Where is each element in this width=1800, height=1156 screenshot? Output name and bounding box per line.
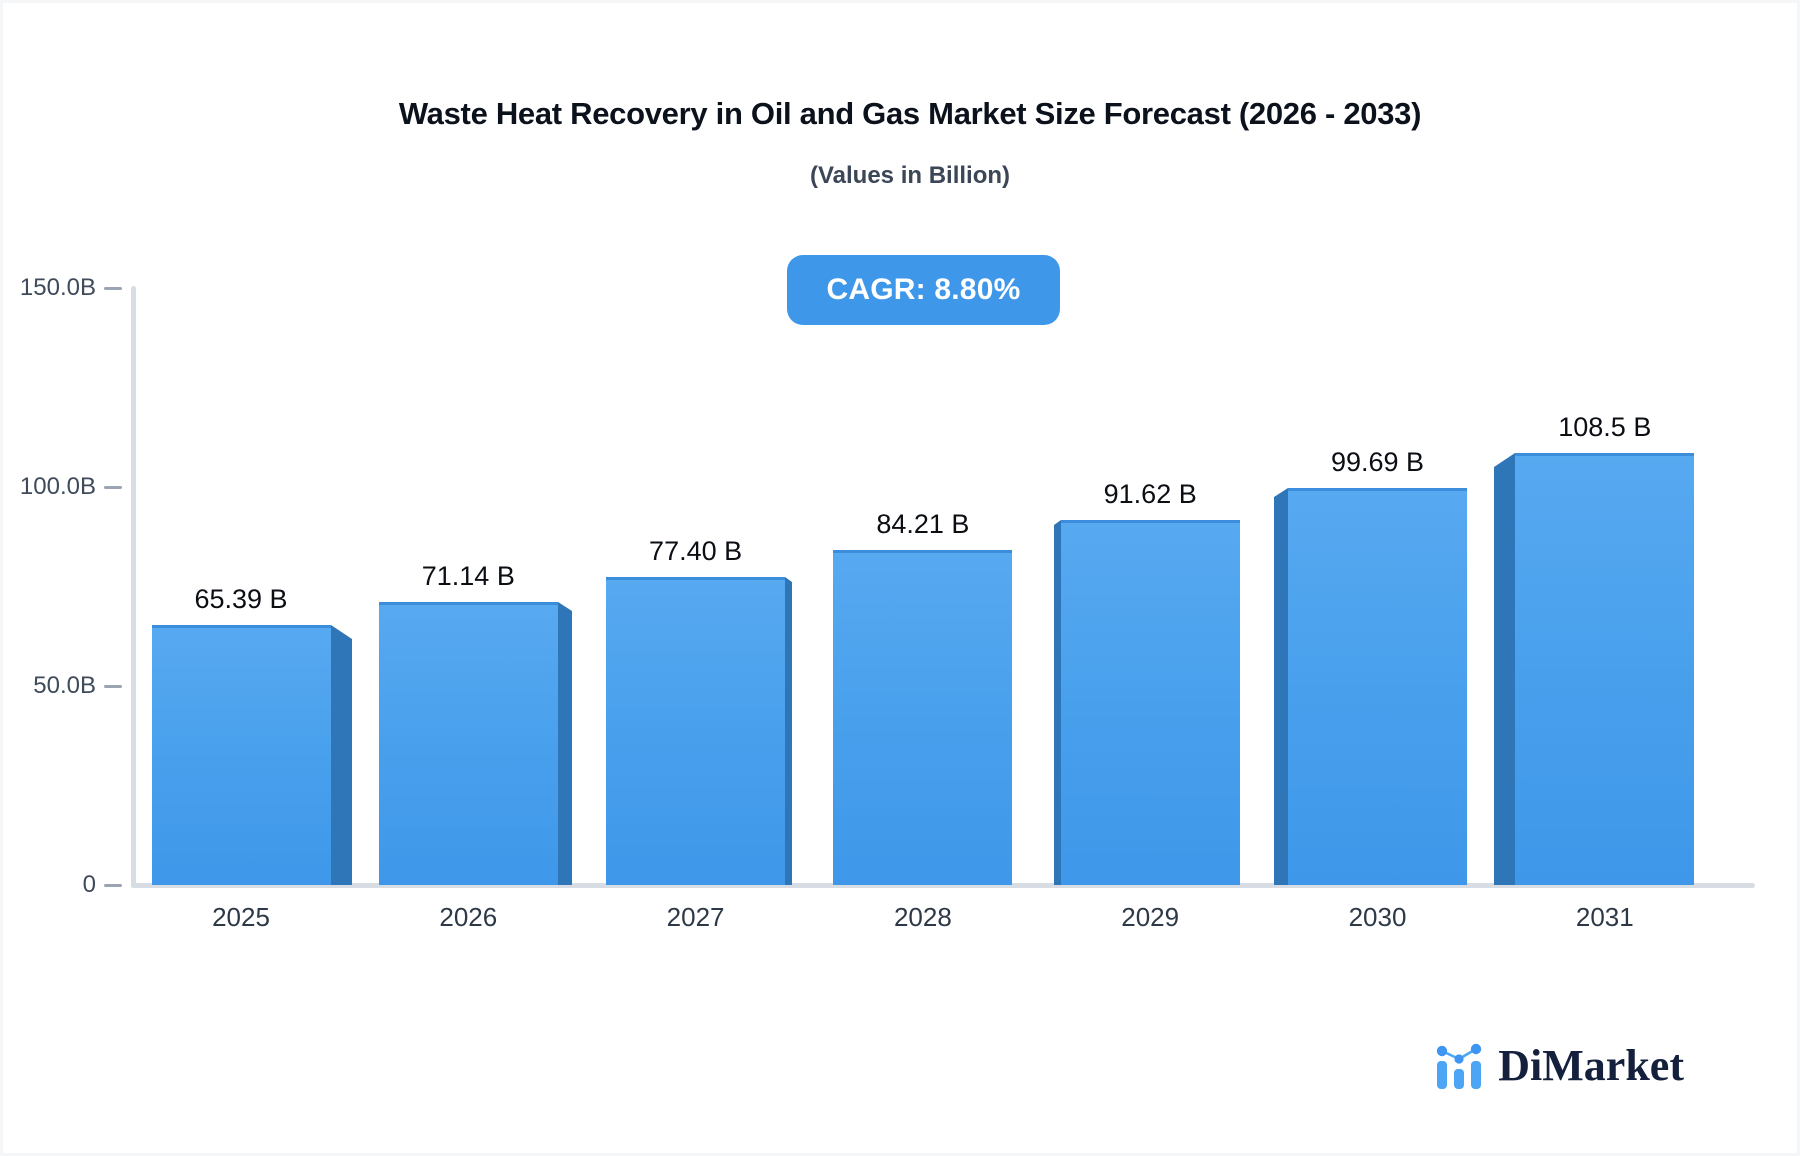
brand-logo: DiMarket (1435, 1040, 1684, 1092)
y-axis-line (131, 286, 136, 888)
y-axis-tick-mark (104, 287, 122, 290)
brand-chart-icon (1435, 1043, 1485, 1089)
y-axis-tick-label: 0 (82, 871, 96, 898)
bar-value-label-2030: 99.69 B (1330, 447, 1425, 477)
brand-name: DiMarket (1498, 1041, 1684, 1090)
x-axis-label-2029: 2029 (1121, 902, 1180, 932)
bar-2030 (1288, 488, 1467, 885)
bar-3d-side-2029 (1054, 520, 1061, 885)
x-axis-label-2030: 2030 (1348, 902, 1407, 932)
x-axis-label-2027: 2027 (666, 902, 725, 932)
y-axis-tick-label: 50.0B (33, 672, 96, 699)
bar-3d-side-2025 (331, 625, 352, 885)
bar-3d-side-2030 (1274, 488, 1288, 885)
bar-value-label-2029: 91.62 B (1103, 479, 1197, 509)
y-axis-tick-label: 100.0B (19, 473, 96, 500)
chart-subtitle: (Values in Billion) (809, 162, 1011, 189)
bar-3d-side-2027 (785, 577, 792, 885)
bar-2031 (1515, 453, 1694, 885)
x-axis-line (131, 883, 1755, 888)
bar-3d-side-2026 (558, 602, 572, 885)
bar-2029 (1061, 520, 1240, 885)
bar-2026 (379, 602, 558, 885)
y-axis-tick-label: 150.0B (19, 274, 96, 301)
bar-value-label-2028: 84.21 B (876, 509, 970, 539)
cagr-badge-label: CAGR: 8.80% (826, 273, 1021, 306)
bar-value-label-2031: 108.5 B (1558, 412, 1652, 442)
bar-3d-side-2031 (1494, 453, 1515, 885)
bar-2025 (152, 625, 331, 885)
x-axis-label-2026: 2026 (439, 902, 498, 932)
bar-value-label-2027: 77.40 B (649, 536, 743, 566)
bar-2027 (606, 577, 785, 885)
bar-value-label-2026: 71.14 B (421, 561, 515, 591)
bar-value-label-2025: 65.39 B (194, 584, 288, 614)
x-axis-label-2031: 2031 (1575, 902, 1634, 932)
y-axis-tick-mark (104, 685, 122, 688)
bar-2028 (833, 550, 1012, 885)
chart-title: Waste Heat Recovery in Oil and Gas Marke… (398, 96, 1422, 131)
y-axis-tick-mark (104, 486, 122, 489)
x-axis-label-2025: 2025 (212, 902, 270, 932)
x-axis-label-2028: 2028 (893, 902, 952, 932)
y-axis-tick-mark (104, 884, 122, 887)
cagr-badge: CAGR: 8.80% (787, 255, 1060, 325)
